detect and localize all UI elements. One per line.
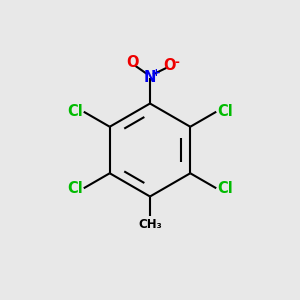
- Text: Cl: Cl: [67, 181, 83, 196]
- Text: O: O: [126, 55, 139, 70]
- Text: Cl: Cl: [67, 104, 83, 119]
- Text: O: O: [163, 58, 176, 73]
- Text: Cl: Cl: [218, 181, 233, 196]
- Text: -: -: [175, 56, 179, 69]
- Text: +: +: [152, 68, 161, 78]
- Text: CH₃: CH₃: [138, 218, 162, 231]
- Text: N: N: [144, 70, 156, 86]
- Text: Cl: Cl: [218, 104, 233, 119]
